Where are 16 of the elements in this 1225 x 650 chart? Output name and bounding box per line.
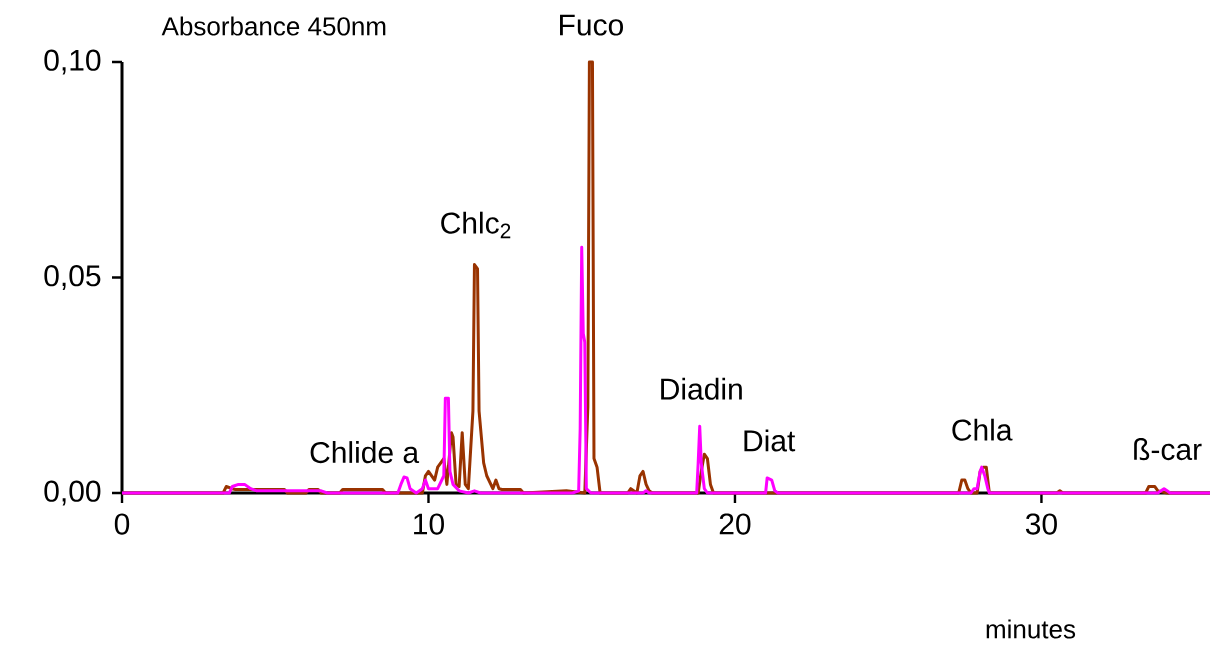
- y-tick-label: 0,05: [44, 265, 101, 290]
- y-tick-label: 0,10: [44, 49, 101, 75]
- annotation: Fuco: [560, 14, 624, 36]
- y-axis-title: Absorbance 450nm: [161, 16, 386, 36]
- annotation: Chlide a: [310, 441, 420, 464]
- x-tick-label: 20: [719, 513, 751, 535]
- x-tick-label: 0: [114, 513, 130, 535]
- y-tick-label: 0,00: [44, 480, 101, 506]
- annotation: Diadin: [661, 377, 742, 400]
- annotation: Chlc$_{2}$: [441, 211, 511, 239]
- x-tick-label: 30: [1025, 513, 1057, 535]
- x-tick-label: 10: [414, 513, 444, 535]
- annotation: Diat: [744, 429, 796, 452]
- annotation: ß-car: [1134, 438, 1202, 461]
- annotation: Chla: [952, 418, 1013, 441]
- x-axis-title: minutes: [986, 619, 1076, 639]
